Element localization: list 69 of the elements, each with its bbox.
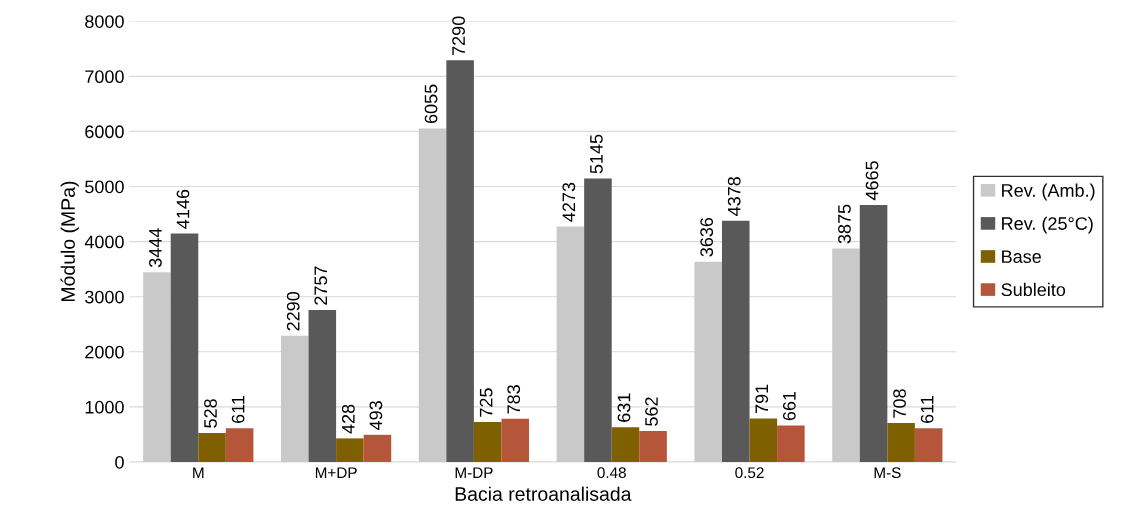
data-label: 2757 [314, 266, 328, 305]
bar [143, 272, 171, 462]
y-tick-label: 7000 [85, 70, 124, 84]
data-label: 4146 [176, 189, 190, 229]
data-label: 2290 [286, 291, 300, 331]
bar [473, 422, 502, 462]
x-tick-label: M [193, 467, 204, 478]
bar [556, 226, 585, 462]
x-tick-label: M-DP [455, 467, 493, 478]
data-label: 611 [920, 395, 934, 423]
bar [198, 432, 226, 462]
y-axis-title: Módulo (MPa) [60, 181, 79, 302]
data-label: 4273 [562, 182, 576, 222]
data-label: 3444 [149, 228, 162, 268]
bar [887, 422, 915, 462]
bar [446, 60, 474, 462]
y-tick-label: 0 [115, 455, 124, 469]
data-label: 783 [507, 385, 521, 414]
bar [694, 261, 722, 462]
bar [611, 427, 640, 462]
data-label: 708 [893, 389, 906, 418]
y-tick-label: 8000 [85, 15, 124, 28]
data-label: 6055 [424, 84, 438, 124]
bar [308, 310, 337, 462]
y-tick-label: 2000 [85, 345, 124, 359]
data-label: 562 [645, 397, 658, 426]
bar [418, 128, 447, 462]
data-label: 428 [341, 404, 355, 434]
x-tick-label: 0.48 [597, 467, 626, 479]
x-axis-title: Bacia retroanalisada [455, 486, 632, 501]
data-label: 3636 [700, 217, 714, 257]
y-tick-label: 1000 [85, 400, 124, 414]
bar [749, 418, 778, 462]
data-label: 4378 [727, 176, 741, 216]
data-label: 528 [204, 399, 217, 428]
legend-label: Subleito [1001, 282, 1066, 297]
legend-label: Base [1002, 250, 1041, 263]
bar [363, 434, 392, 462]
data-label: 661 [782, 391, 796, 421]
data-label: 493 [369, 401, 383, 430]
bar [336, 438, 364, 462]
legend-label: Rev. (Amb.) [1002, 183, 1095, 201]
data-label: 791 [755, 384, 769, 414]
y-tick-label: 4000 [84, 235, 124, 249]
bar [170, 233, 199, 462]
legend-label: Rev. (25°C) [1002, 216, 1093, 234]
bar [280, 335, 309, 462]
bar [584, 178, 612, 462]
data-label: 4665 [865, 161, 879, 201]
data-label: 631 [617, 393, 631, 422]
bar [832, 248, 860, 462]
bar [639, 431, 667, 462]
bar [721, 220, 750, 462]
x-tick-label: M+DP [315, 467, 357, 478]
y-tick-label: 6000 [85, 125, 124, 139]
bar [914, 428, 943, 462]
bar [225, 428, 254, 462]
bar [501, 418, 530, 462]
data-label: 611 [231, 395, 245, 423]
data-label: 5145 [590, 134, 603, 174]
y-tick-label: 5000 [85, 180, 124, 194]
bar [859, 204, 888, 462]
y-tick-label: 3000 [85, 290, 124, 304]
data-label: 725 [479, 388, 493, 417]
x-tick-label: M-S [874, 467, 901, 479]
data-label: 3875 [838, 204, 851, 244]
data-label: 7290 [452, 16, 465, 56]
bar [777, 425, 805, 462]
x-tick-label: 0.52 [735, 467, 764, 479]
